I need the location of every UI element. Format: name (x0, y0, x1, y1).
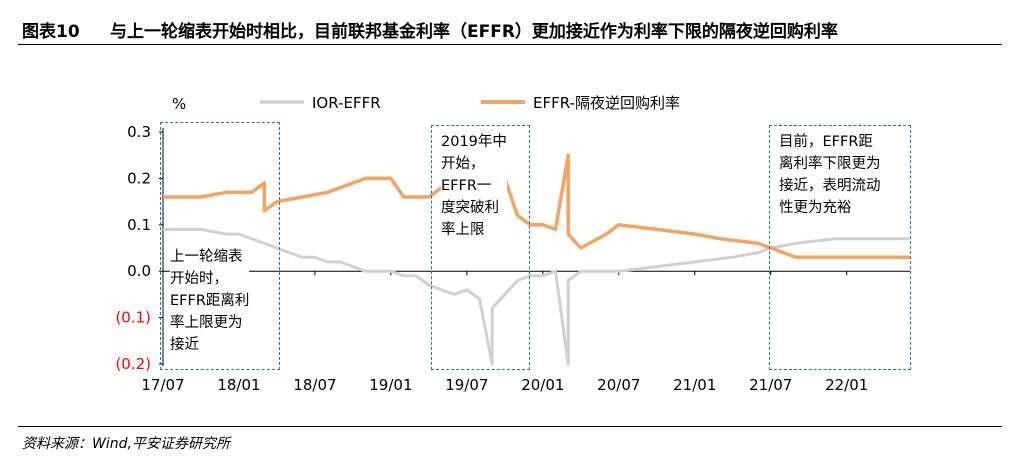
annotation-line: EFFR一 (441, 178, 492, 194)
y-tick-label: (0.2) (115, 355, 151, 373)
legend-label-1: EFFR-隔夜逆回购利率 (533, 94, 680, 112)
annotation-line: 率上限 (441, 222, 485, 238)
legend-label-0: IOR-EFFR (312, 94, 381, 112)
x-tick-label: 18/01 (217, 376, 260, 394)
source-bar: 资料来源：Wind,平安证券研究所 (18, 426, 1002, 452)
annotation-text-current: 目前，EFFR距 离利率下限更为 接近，表明流动 性更为充裕 (779, 131, 881, 219)
series-line-0 (163, 227, 910, 366)
y-axis: 0.3 0.2 0.1 0.0 (0.1) (0.2)% (115, 95, 186, 373)
title-bar: 图表10 与上一轮缩表开始时相比，目前联邦基金利率（EFFR）更加接近作为利率下… (18, 14, 1002, 45)
x-tick-label: 17/07 (141, 376, 184, 394)
annotation-box-since-2019 (431, 125, 530, 370)
annotation-text-previous-qt-start: 上一轮缩表开始时， EFFR距离利 率上限更为接近 (170, 246, 250, 356)
y-tick-label: 0.3 (127, 123, 151, 141)
annotation-line: 率上限更为 (170, 315, 243, 331)
annotation-line: EFFR距离利 (170, 293, 250, 309)
x-tick-label: 20/01 (521, 376, 564, 394)
annotation-line: 上一轮缩表 (170, 249, 243, 265)
legend: IOR-EFFR EFFR-隔夜逆回购利率 (260, 94, 680, 112)
x-axis: 17/07 18/01 18/07 19/01 19/07 20/01 20/07 21/01… (141, 270, 910, 394)
source-note: 资料来源：Wind,平安证券研究所 (22, 436, 230, 452)
x-tick-label: 21/01 (673, 376, 716, 394)
annotation-line: 开始时， (170, 271, 228, 287)
annotation-line: 离利率下限更为 (779, 156, 881, 172)
figure-title: 与上一轮缩表开始时相比，目前联邦基金利率（EFFR）更加接近作为利率下限的隔夜逆… (110, 22, 838, 42)
annotation-line: 接近 (170, 337, 199, 353)
y-tick-label: 0.2 (127, 169, 151, 187)
x-tick-label: 19/07 (445, 376, 488, 394)
x-tick-label: 21/07 (749, 376, 792, 394)
y-tick-label: 0.1 (127, 216, 151, 234)
x-tick-label: 20/07 (597, 376, 640, 394)
annotation-box-previous-qt-start (160, 122, 280, 370)
annotation-line: 开始， (441, 156, 485, 172)
annotation-text-since-2019: 2019年中 开始， EFFR一度突破利率上限 (441, 131, 507, 241)
annotation-line: 性更为充裕 (779, 200, 852, 216)
annotation-line: 2019年中 (441, 134, 507, 150)
y-axis-label: % (172, 95, 186, 113)
figure-number: 图表10 (22, 22, 80, 42)
annotation-line: 目前，EFFR距 (779, 134, 873, 150)
y-tick-label: 0.0 (127, 262, 151, 280)
x-tick-label: 18/07 (293, 376, 336, 394)
y-tick-label: (0.1) (115, 309, 151, 327)
x-tick-label: 19/01 (369, 376, 412, 394)
annotation-line: 度突破利 (441, 200, 499, 216)
x-tick-label: 22/01 (825, 376, 868, 394)
annotation-box-current (769, 125, 911, 370)
annotation-line: 接近，表明流动 (779, 178, 881, 194)
